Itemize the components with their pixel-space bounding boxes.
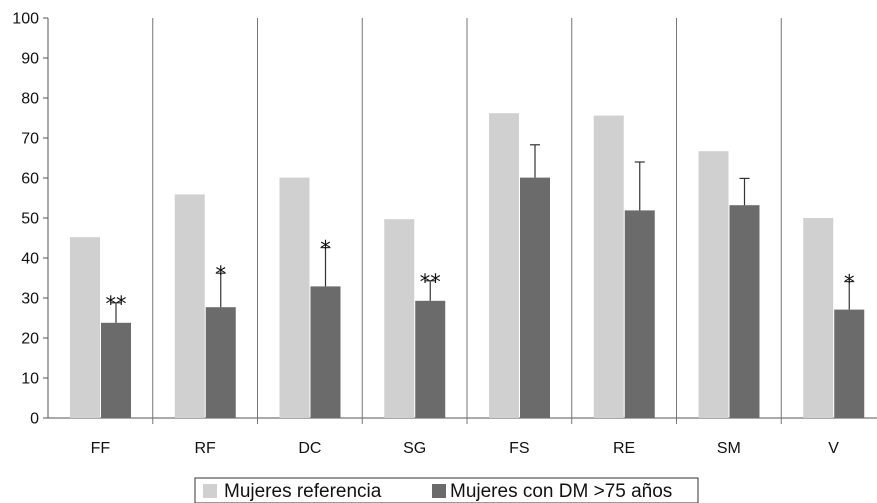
- significance-marker-dc: *: [320, 237, 331, 261]
- x-tick-label-sm: SM: [717, 440, 741, 457]
- y-tick-label: 100: [12, 11, 39, 28]
- legend-label-dm: Mujeres con DM >75 años: [450, 481, 672, 502]
- legend-box: [194, 477, 699, 503]
- bar-dm-re: [624, 210, 655, 418]
- x-tick-label-re: RE: [613, 440, 635, 457]
- bar-reference-dc: [279, 177, 310, 418]
- chart-labels: 0 10 20 30 40 50 60 70 80 90 100 ** FF * RF * DC ** SG FS RE…: [12, 11, 854, 458]
- chart-bars: [70, 113, 865, 418]
- significance-marker-sg: **: [420, 270, 441, 294]
- bar-dm-sg: [415, 300, 446, 418]
- significance-marker-v: *: [844, 271, 855, 295]
- bar-reference-fs: [489, 113, 519, 418]
- x-tick-label-ff: FF: [91, 440, 111, 457]
- bar-dm-rf: [205, 307, 236, 418]
- y-tick-label: 70: [21, 131, 39, 148]
- y-tick-label: 20: [21, 331, 39, 348]
- bar-reference-v: [803, 218, 834, 418]
- x-tick-label-sg: SG: [403, 440, 426, 457]
- x-tick-label-fs: FS: [509, 440, 529, 457]
- bar-reference-rf: [174, 194, 205, 418]
- x-tick-label-dc: DC: [298, 440, 321, 457]
- bar-dm-sm: [729, 205, 760, 418]
- x-tick-label-rf: RF: [194, 440, 216, 457]
- y-tick-label: 50: [21, 211, 39, 228]
- y-tick-label: 0: [30, 411, 39, 428]
- bar-dm-v: [834, 309, 865, 418]
- bar-dm-dc: [310, 286, 341, 418]
- legend-swatch-reference: [203, 484, 217, 498]
- y-tick-label: 40: [21, 251, 39, 268]
- x-tick-label-v: V: [828, 440, 839, 457]
- bar-reference-sg: [384, 219, 415, 418]
- bar-dm-ff: [101, 322, 131, 418]
- y-tick-label: 60: [21, 171, 39, 188]
- bar-dm-fs: [520, 177, 550, 418]
- significance-marker-rf: *: [216, 262, 227, 286]
- bar-reference-re: [593, 115, 624, 418]
- bar-reference-ff: [70, 237, 100, 418]
- y-tick-label: 80: [21, 91, 39, 108]
- y-tick-label: 30: [21, 291, 39, 308]
- legend-label-reference: Mujeres referencia: [224, 481, 382, 502]
- chart-legend: Mujeres referencia Mujeres con DM >75 año…: [194, 477, 699, 503]
- legend-swatch-dm: [432, 484, 446, 498]
- y-tick-label: 90: [21, 51, 39, 68]
- bar-reference-sm: [698, 151, 729, 418]
- y-tick-label: 10: [21, 371, 39, 388]
- significance-marker-ff: **: [106, 292, 127, 316]
